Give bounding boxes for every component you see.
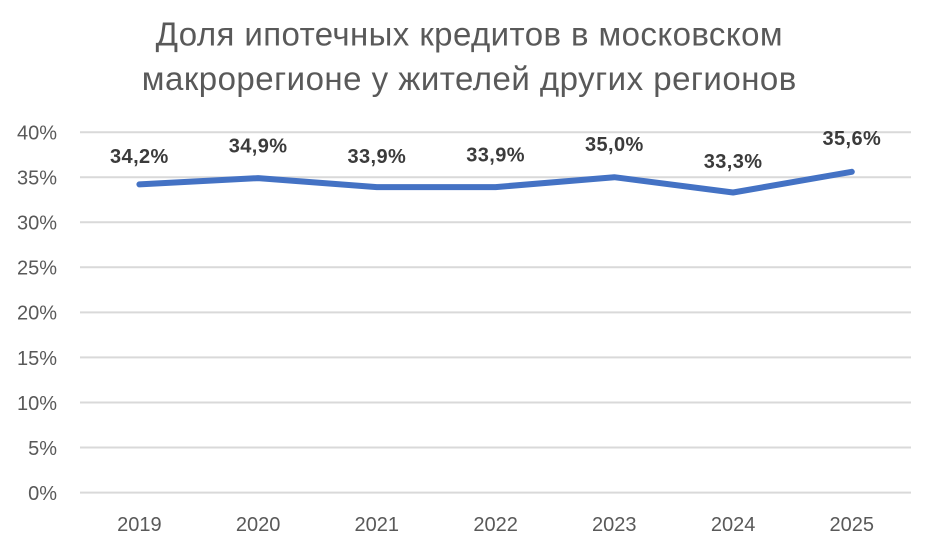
svg-text:25%: 25% xyxy=(17,258,57,280)
svg-text:2022: 2022 xyxy=(473,514,518,536)
svg-text:2019: 2019 xyxy=(117,514,162,536)
svg-text:35,6%: 35,6% xyxy=(822,128,881,150)
svg-text:макрорегионе у жителей других: макрорегионе у жителей других регионов xyxy=(142,60,797,97)
svg-text:20%: 20% xyxy=(17,303,57,325)
svg-text:33,9%: 33,9% xyxy=(466,145,525,167)
svg-text:15%: 15% xyxy=(17,348,57,370)
svg-text:5%: 5% xyxy=(28,438,57,460)
svg-text:34,9%: 34,9% xyxy=(229,135,288,157)
svg-text:0%: 0% xyxy=(28,483,57,505)
svg-text:2020: 2020 xyxy=(236,514,281,536)
svg-text:2021: 2021 xyxy=(355,514,400,536)
svg-text:2025: 2025 xyxy=(830,514,875,536)
svg-text:2024: 2024 xyxy=(711,514,756,536)
svg-text:33,9%: 33,9% xyxy=(347,146,406,168)
svg-text:33,3%: 33,3% xyxy=(704,151,763,173)
svg-text:Доля ипотечных кредитов в моск: Доля ипотечных кредитов в московском xyxy=(156,16,783,53)
svg-text:10%: 10% xyxy=(17,393,57,415)
svg-text:35,0%: 35,0% xyxy=(585,134,644,156)
svg-text:30%: 30% xyxy=(17,213,57,235)
svg-text:2023: 2023 xyxy=(592,514,637,536)
svg-text:34,2%: 34,2% xyxy=(110,146,169,168)
svg-text:40%: 40% xyxy=(17,123,57,145)
svg-text:35%: 35% xyxy=(17,168,57,190)
